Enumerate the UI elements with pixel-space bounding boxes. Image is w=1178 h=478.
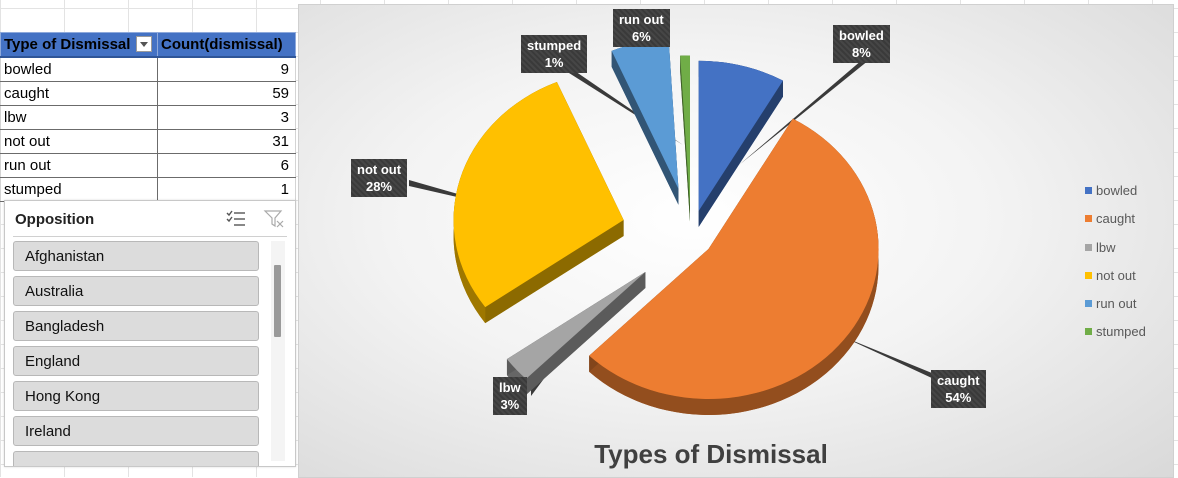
table-row[interactable]: caught 59 [0,81,296,106]
opposition-slicer[interactable]: Opposition Afghanistan Australia Banglad… [4,200,296,467]
data-label-category: bowled [839,28,884,43]
legend-swatch [1085,244,1092,252]
data-label-percent: 8% [851,45,871,60]
data-label-category: lbw [499,380,521,395]
legend-label: run out [1096,296,1137,311]
row-label[interactable]: lbw [0,105,158,130]
data-label-percent: 1% [544,55,564,70]
slicer-item[interactable]: Australia [13,276,259,306]
data-label-percent: 54% [945,390,972,405]
data-label-percent: 28% [366,179,393,194]
data-label-category: caught [937,373,980,388]
pie-chart[interactable]: bowled caught lbw not out run out stumpe… [298,4,1174,478]
data-label-category: not out [357,162,402,177]
pivot-header-row: Type of Dismissal Count(dismissal) [0,32,296,58]
data-label-stumped[interactable]: stumped 1% [521,35,588,73]
table-row[interactable]: stumped 1 [0,177,296,202]
leader-line [739,54,869,165]
data-label-not-out[interactable]: not out 28% [351,159,408,197]
slicer-title: Opposition [15,211,95,228]
legend-item-stumped[interactable]: stumped [1085,324,1146,342]
slice-top [506,272,646,379]
slice-wall [589,118,879,415]
slice-inner-wall [485,219,624,324]
data-label-percent: 6% [631,29,651,44]
slicer-item[interactable] [13,451,259,466]
pie-slice-not-out[interactable] [453,82,624,324]
slice-top [680,55,690,206]
table-row[interactable]: bowled 9 [0,56,296,82]
row-label[interactable]: stumped [0,177,158,202]
clear-filter-icon[interactable] [263,209,285,229]
legend-swatch [1085,215,1092,223]
row-label[interactable]: not out [0,129,158,154]
row-label[interactable]: bowled [0,56,158,82]
legend-swatch [1085,187,1092,195]
row-value[interactable]: 6 [157,153,296,178]
slice-inner-wall [680,55,690,222]
row-value[interactable]: 59 [157,81,296,106]
pie-slice-run-out[interactable] [611,39,679,205]
filter-dropdown-icon[interactable] [136,36,153,53]
slicer-item[interactable]: England [13,346,259,376]
pivot-header-type-label: Type of Dismissal [4,35,131,53]
slice-inner-wall [698,80,783,227]
slicer-item[interactable]: Bangladesh [13,311,259,341]
pie-chart-plot [409,39,949,415]
slicer-item[interactable]: Afghanistan [13,241,259,271]
legend-item-lbw[interactable]: lbw [1085,240,1116,258]
row-label[interactable]: caught [0,81,158,106]
row-value[interactable]: 1 [157,177,296,202]
slice-top [589,118,879,399]
pie-slice-caught[interactable] [589,118,879,415]
table-row[interactable]: run out 6 [0,153,296,178]
legend-item-bowled[interactable]: bowled [1085,183,1137,201]
slicer-item[interactable]: Hong Kong [13,381,259,411]
data-label-percent: 3% [500,397,520,412]
data-label-bowled[interactable]: bowled 8% [833,25,890,63]
table-row[interactable]: not out 31 [0,129,296,154]
pivot-table: Type of Dismissal Count(dismissal) bowle… [0,32,296,202]
row-value[interactable]: 31 [157,129,296,154]
legend-label: not out [1096,268,1136,283]
row-value[interactable]: 3 [157,105,296,130]
slicer-scroll-thumb[interactable] [274,265,281,337]
pie-slice-lbw[interactable] [506,272,646,395]
row-value[interactable]: 9 [157,56,296,82]
slicer-divider [13,236,287,237]
data-label-run-out[interactable]: run out 6% [613,9,670,47]
pivot-header-type[interactable]: Type of Dismissal [0,32,158,58]
data-label-caught[interactable]: caught 54% [931,370,986,408]
data-label-lbw[interactable]: lbw 3% [493,377,527,415]
leader-line [839,335,949,386]
data-label-category: run out [619,12,664,27]
slice-top [611,39,679,189]
legend-item-not-out[interactable]: not out [1085,268,1136,286]
legend-swatch [1085,328,1092,336]
multi-select-icon[interactable] [225,209,247,229]
row-label[interactable]: run out [0,153,158,178]
legend-swatch [1085,272,1092,280]
slice-top [698,60,783,211]
chart-title: Types of Dismissal [594,439,828,469]
pie-slice-stumped[interactable] [680,55,690,222]
legend-label: stumped [1096,324,1146,339]
legend-item-run-out[interactable]: run out [1085,296,1136,314]
table-row[interactable]: lbw 3 [0,105,296,130]
legend-label: lbw [1096,240,1116,255]
pivot-header-count-label: Count(dismissal) [161,36,283,53]
data-label-category: stumped [527,38,582,53]
slice-top [453,82,624,308]
slicer-item[interactable]: Ireland [13,416,259,446]
legend-item-caught[interactable]: caught [1085,211,1135,229]
legend-swatch [1085,300,1092,308]
legend-label: caught [1096,211,1136,226]
pie-slice-bowled[interactable] [698,60,783,227]
legend-label: bowled [1096,183,1138,198]
pivot-header-count[interactable]: Count(dismissal) [157,32,296,58]
slice-inner-wall [611,50,679,205]
